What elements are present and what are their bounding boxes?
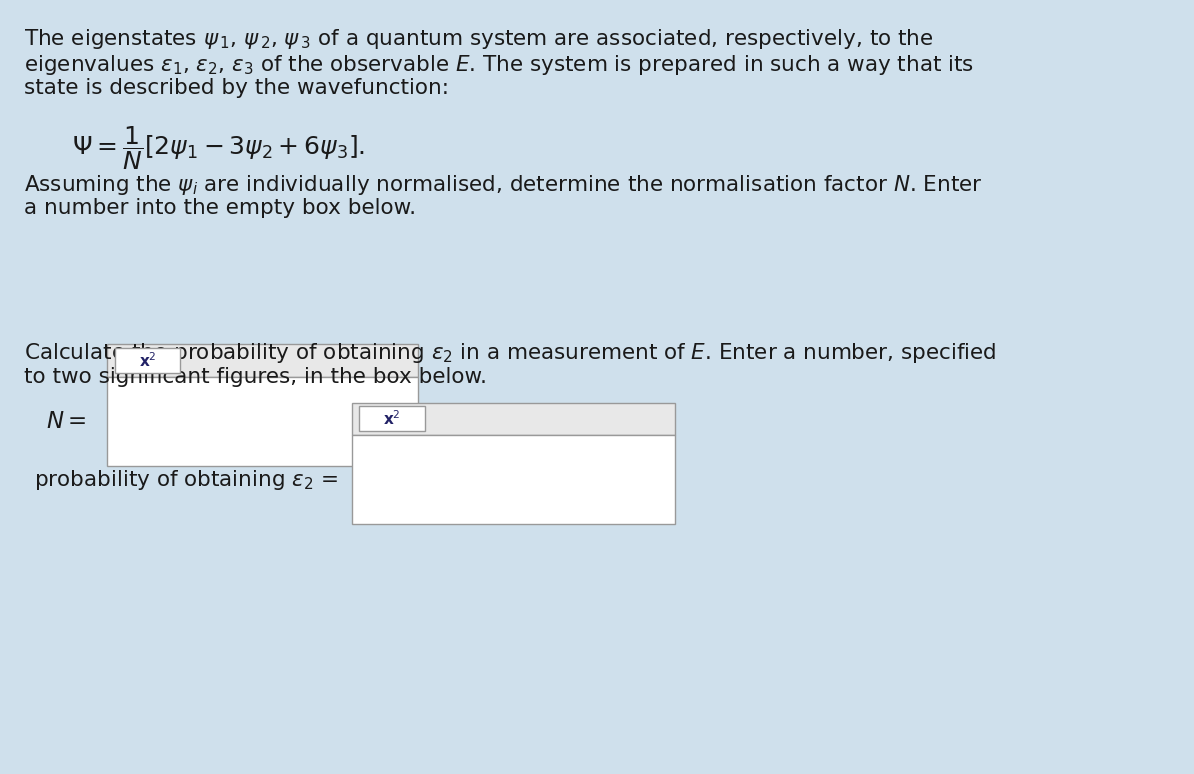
- Text: $\mathbf{x}^2$: $\mathbf{x}^2$: [383, 409, 401, 428]
- Text: state is described by the wavefunction:: state is described by the wavefunction:: [24, 78, 449, 98]
- Text: a number into the empty box below.: a number into the empty box below.: [24, 198, 416, 218]
- FancyBboxPatch shape: [107, 344, 418, 377]
- FancyBboxPatch shape: [359, 406, 425, 431]
- FancyBboxPatch shape: [115, 348, 180, 373]
- FancyBboxPatch shape: [352, 402, 675, 435]
- Text: to two significant figures, in the box below.: to two significant figures, in the box b…: [24, 367, 487, 387]
- Text: $N=$: $N=$: [45, 410, 86, 433]
- Text: Calculate the probability of obtaining $\varepsilon_2$ in a measurement of $E$. : Calculate the probability of obtaining $…: [24, 341, 997, 365]
- Text: $\mathbf{x}^2$: $\mathbf{x}^2$: [139, 351, 156, 370]
- FancyBboxPatch shape: [107, 377, 418, 466]
- Text: $\Psi = \dfrac{1}{N}[2\psi_{1} - 3\psi_{2} + 6\psi_{3}].$: $\Psi = \dfrac{1}{N}[2\psi_{1} - 3\psi_{…: [72, 124, 364, 172]
- Text: Assuming the $\psi_i$ are individually normalised, determine the normalisation f: Assuming the $\psi_i$ are individually n…: [24, 173, 983, 197]
- Text: The eigenstates $\psi_{\,1}$, $\psi_{\,2}$, $\psi_{\,3}$ of a quantum system are: The eigenstates $\psi_{\,1}$, $\psi_{\,2…: [24, 27, 934, 51]
- FancyBboxPatch shape: [352, 435, 675, 524]
- Text: eigenvalues $\varepsilon_1$, $\varepsilon_2$, $\varepsilon_3$ of the observable : eigenvalues $\varepsilon_1$, $\varepsilo…: [24, 53, 974, 77]
- Text: probability of obtaining $\varepsilon_2$ =: probability of obtaining $\varepsilon_2$…: [33, 467, 338, 491]
